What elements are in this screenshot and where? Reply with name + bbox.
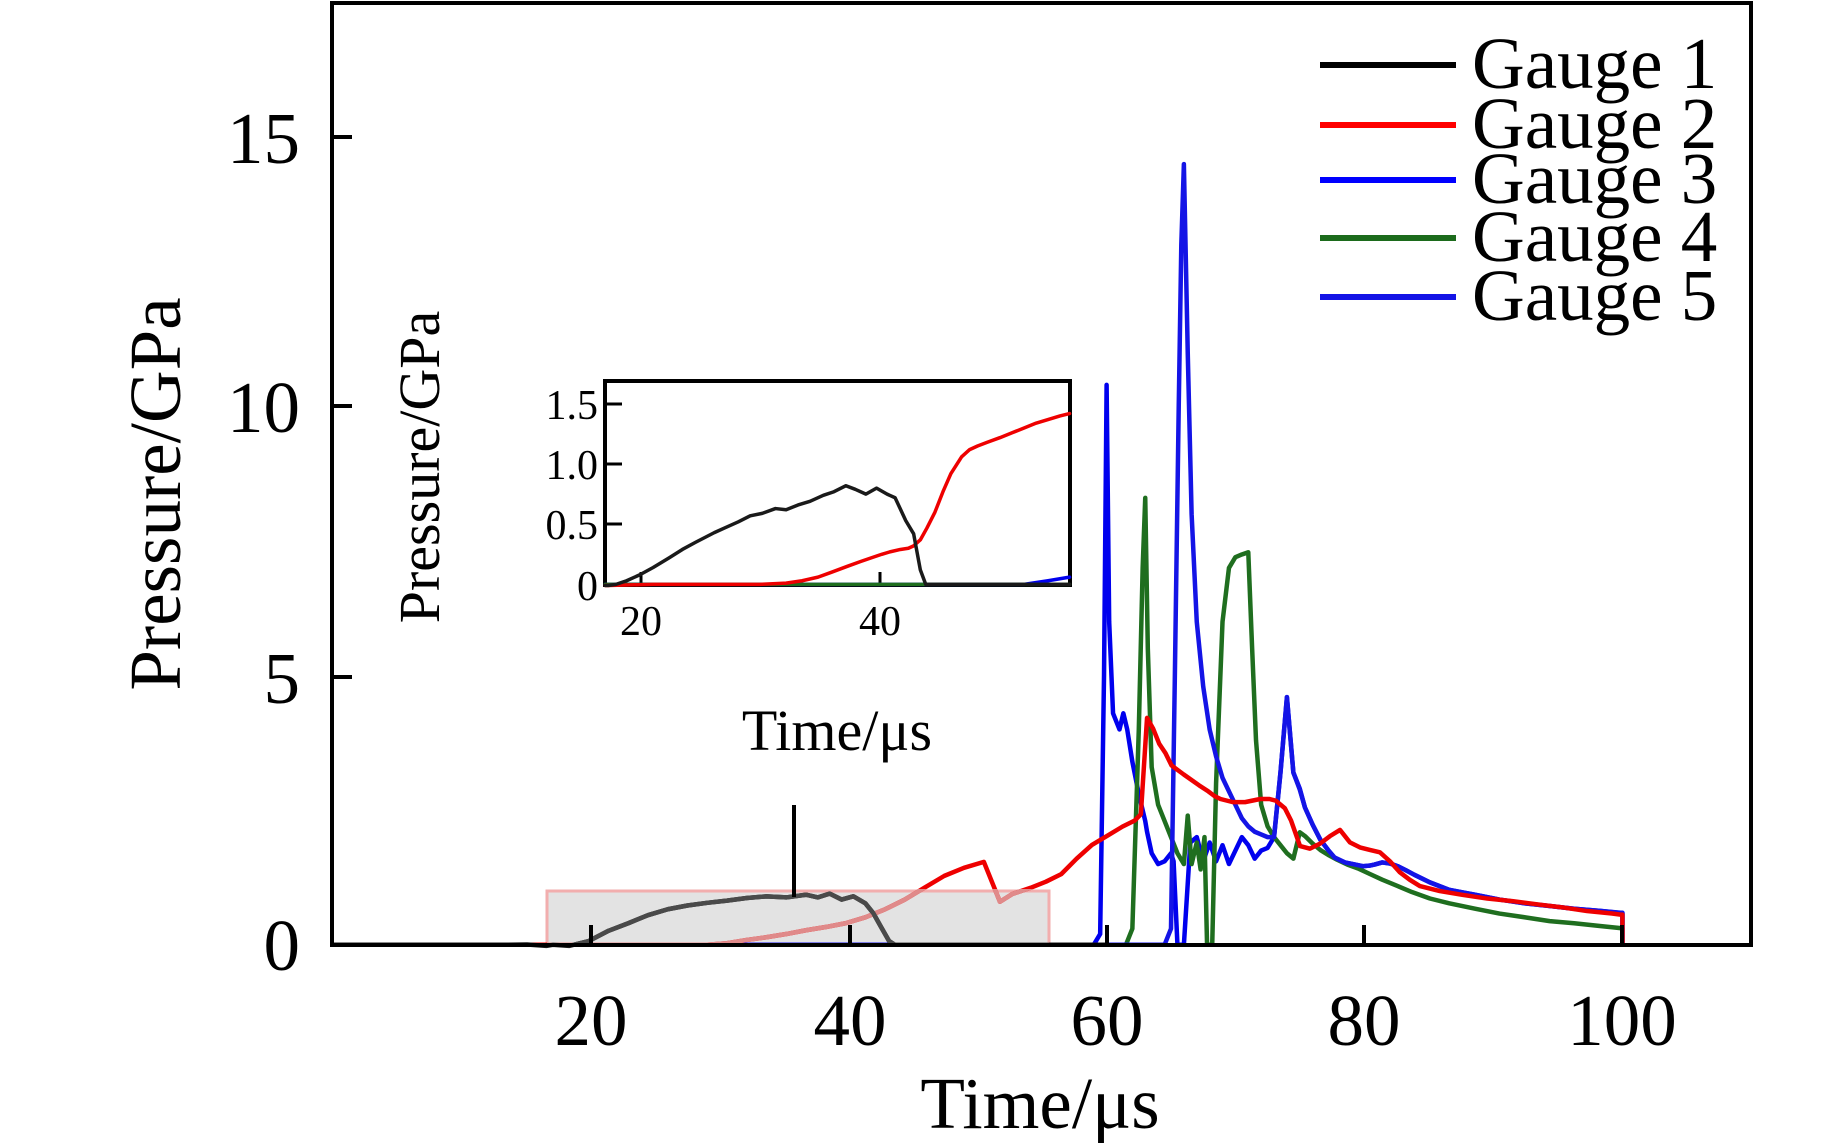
svg-text:10: 10 bbox=[227, 367, 300, 448]
svg-text:80: 80 bbox=[1328, 980, 1401, 1061]
svg-text:40: 40 bbox=[859, 599, 901, 645]
svg-text:Gauge 5: Gauge 5 bbox=[1472, 255, 1717, 336]
svg-text:Time/μs: Time/μs bbox=[742, 698, 932, 763]
svg-text:Pressure/GPa: Pressure/GPa bbox=[115, 297, 196, 690]
svg-text:60: 60 bbox=[1071, 980, 1144, 1061]
svg-text:1.5: 1.5 bbox=[546, 383, 599, 429]
svg-text:Pressure/GPa: Pressure/GPa bbox=[387, 311, 452, 624]
svg-text:0: 0 bbox=[577, 564, 598, 610]
svg-text:5: 5 bbox=[264, 638, 301, 719]
svg-text:100: 100 bbox=[1567, 980, 1677, 1061]
svg-text:15: 15 bbox=[227, 98, 300, 179]
svg-text:1.0: 1.0 bbox=[546, 443, 599, 489]
svg-text:0: 0 bbox=[264, 905, 301, 986]
svg-text:Time/μs: Time/μs bbox=[920, 1063, 1159, 1143]
svg-text:0.5: 0.5 bbox=[546, 503, 599, 549]
svg-text:20: 20 bbox=[620, 599, 662, 645]
svg-text:20: 20 bbox=[555, 980, 628, 1061]
svg-text:40: 40 bbox=[814, 980, 887, 1061]
